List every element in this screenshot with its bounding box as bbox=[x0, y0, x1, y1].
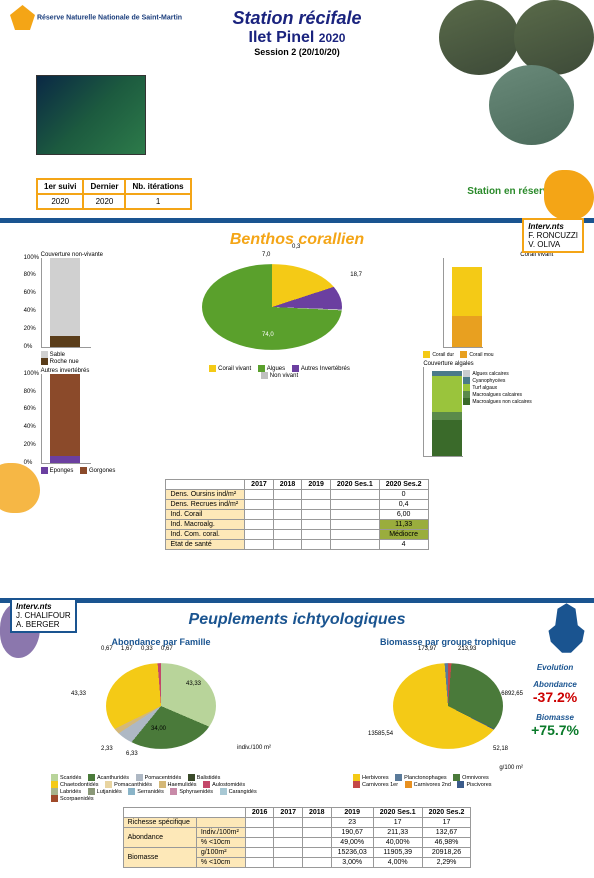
benthos-table: 2017201820192020 Ses.12020 Ses.2 Dens. O… bbox=[165, 479, 428, 550]
logo: Réserve Naturelle Nationale de Saint-Mar… bbox=[10, 5, 182, 30]
info-table: 1er suivi Dernier Nb. itérations 2020 20… bbox=[36, 178, 192, 210]
ichtyo-title: Peuplements ichtyologiques bbox=[10, 611, 584, 629]
decor-splash bbox=[544, 170, 594, 220]
biomasse-chart: Biomasse par groupe trophique 173,97 213… bbox=[353, 637, 543, 788]
benthos-section: Benthos corallien Interv.nts F. RONCUZZI… bbox=[0, 223, 594, 560]
interv-box-ichtyo: Interv.nts J. CHALIFOUR A. BERGER bbox=[10, 598, 77, 633]
interv-box-benthos: Interv.nts F. RONCUZZI V. OLIVA bbox=[522, 218, 584, 253]
ichtyo-section: Peuplements ichtyologiques Interv.nts J.… bbox=[0, 603, 594, 878]
nonvivante-chart: Couverture non-vivante 100%80%60%40%20%0… bbox=[41, 252, 141, 474]
satellite-photo bbox=[36, 75, 146, 155]
evolution-box: Evolution Abondance -37.2% Biomasse +75.… bbox=[531, 663, 579, 738]
corner-photos bbox=[424, 0, 594, 160]
logo-icon bbox=[10, 5, 35, 30]
header-region: Réserve Naturelle Nationale de Saint-Mar… bbox=[0, 0, 594, 180]
logo-text: Réserve Naturelle Nationale de Saint-Mar… bbox=[37, 14, 182, 21]
reserve-status: Station en réserve bbox=[467, 186, 554, 197]
benthos-pie: 18,7 7,0 0,3 74,0 Corail vivant Algues A… bbox=[202, 252, 362, 392]
ichtyo-table: 20162017201820192020 Ses.12020 Ses.2 Ric… bbox=[123, 807, 472, 868]
right-bars: Corail vivant Corail dur Corail mou Couv… bbox=[423, 252, 553, 457]
abondance-chart: Abondance par Famille 0,67 1,67 0,33 0,6… bbox=[51, 637, 271, 802]
